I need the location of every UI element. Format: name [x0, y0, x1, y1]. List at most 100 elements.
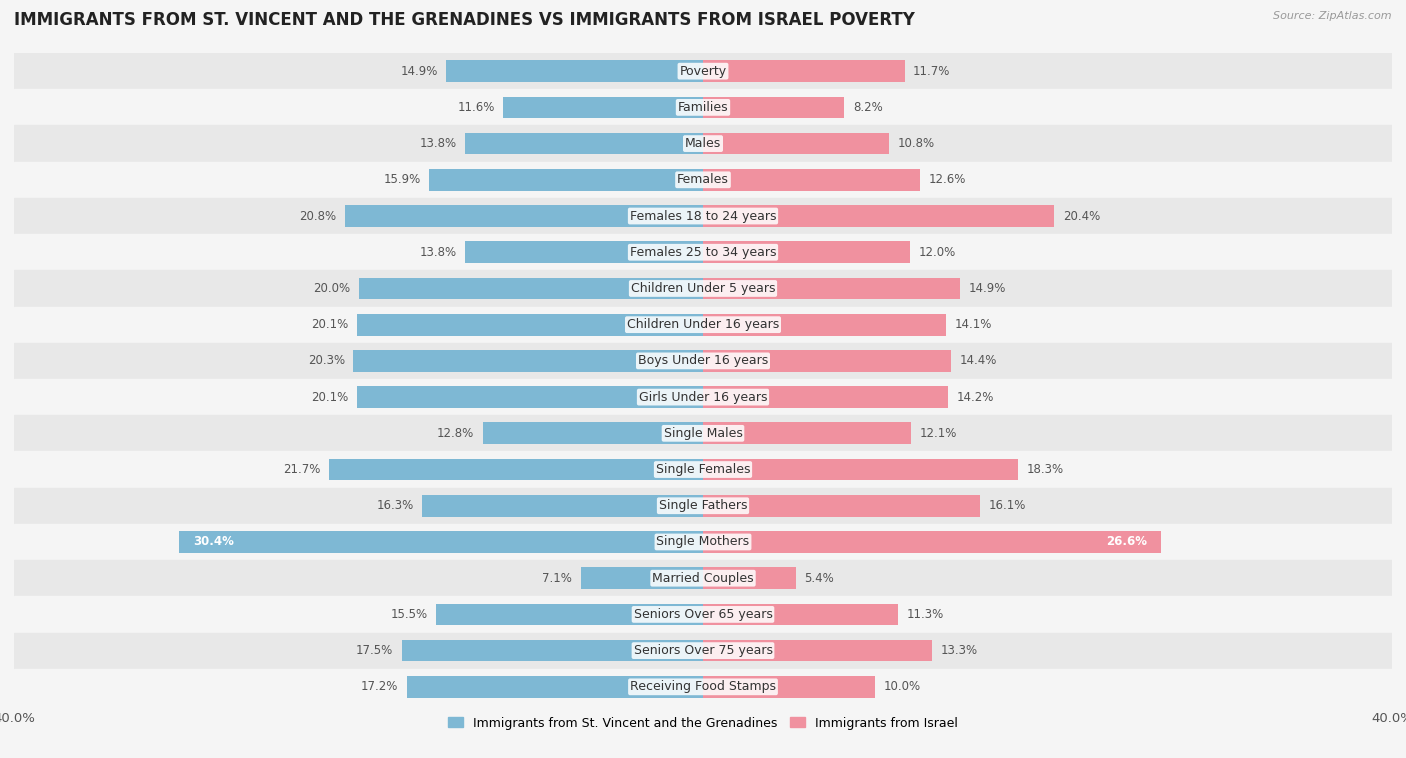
Bar — [703, 277, 960, 299]
Text: Males: Males — [685, 137, 721, 150]
Text: 16.1%: 16.1% — [988, 500, 1026, 512]
Bar — [14, 379, 1392, 415]
Bar — [703, 61, 904, 82]
Text: Single Males: Single Males — [664, 427, 742, 440]
Text: 13.8%: 13.8% — [419, 137, 457, 150]
Bar — [357, 314, 703, 336]
Bar — [429, 169, 703, 191]
Bar — [703, 567, 796, 589]
Bar — [180, 531, 703, 553]
Text: 12.8%: 12.8% — [437, 427, 474, 440]
Bar — [329, 459, 703, 481]
Bar — [703, 459, 1018, 481]
Bar — [406, 676, 703, 697]
Text: 16.3%: 16.3% — [377, 500, 413, 512]
Bar — [703, 169, 920, 191]
Text: 12.6%: 12.6% — [928, 174, 966, 186]
Text: Single Mothers: Single Mothers — [657, 535, 749, 549]
Text: 20.0%: 20.0% — [312, 282, 350, 295]
Bar — [703, 96, 844, 118]
Bar — [14, 53, 1392, 89]
Text: Receiving Food Stamps: Receiving Food Stamps — [630, 681, 776, 694]
Bar — [446, 61, 703, 82]
Text: 10.8%: 10.8% — [897, 137, 935, 150]
Bar — [14, 560, 1392, 597]
Bar — [14, 415, 1392, 452]
Text: 14.9%: 14.9% — [969, 282, 1005, 295]
Text: 12.0%: 12.0% — [918, 246, 956, 258]
Text: Single Fathers: Single Fathers — [659, 500, 747, 512]
Text: Seniors Over 65 years: Seniors Over 65 years — [634, 608, 772, 621]
Bar — [14, 271, 1392, 306]
Text: Females: Females — [678, 174, 728, 186]
Text: Girls Under 16 years: Girls Under 16 years — [638, 390, 768, 403]
Bar — [14, 234, 1392, 271]
Text: 14.2%: 14.2% — [956, 390, 994, 403]
Text: Poverty: Poverty — [679, 64, 727, 77]
Bar — [703, 531, 1161, 553]
Bar — [14, 306, 1392, 343]
Text: 30.4%: 30.4% — [193, 535, 233, 549]
Text: 11.3%: 11.3% — [907, 608, 943, 621]
Text: 13.3%: 13.3% — [941, 644, 977, 657]
Text: 17.5%: 17.5% — [356, 644, 392, 657]
Text: IMMIGRANTS FROM ST. VINCENT AND THE GRENADINES VS IMMIGRANTS FROM ISRAEL POVERTY: IMMIGRANTS FROM ST. VINCENT AND THE GREN… — [14, 11, 915, 30]
Bar — [703, 603, 897, 625]
Text: 17.2%: 17.2% — [361, 681, 398, 694]
Text: Seniors Over 75 years: Seniors Over 75 years — [634, 644, 772, 657]
Text: 20.8%: 20.8% — [299, 209, 336, 223]
Text: Families: Families — [678, 101, 728, 114]
Bar — [581, 567, 703, 589]
Text: Source: ZipAtlas.com: Source: ZipAtlas.com — [1274, 11, 1392, 21]
Text: 14.1%: 14.1% — [955, 318, 991, 331]
Bar — [359, 277, 703, 299]
Text: 14.4%: 14.4% — [960, 355, 997, 368]
Bar — [465, 241, 703, 263]
Text: 20.4%: 20.4% — [1063, 209, 1101, 223]
Text: Children Under 5 years: Children Under 5 years — [631, 282, 775, 295]
Bar — [703, 495, 980, 517]
Bar — [357, 387, 703, 408]
Text: 14.9%: 14.9% — [401, 64, 437, 77]
Legend: Immigrants from St. Vincent and the Grenadines, Immigrants from Israel: Immigrants from St. Vincent and the Gren… — [443, 712, 963, 735]
Text: 15.5%: 15.5% — [391, 608, 427, 621]
Text: 12.1%: 12.1% — [920, 427, 957, 440]
Text: 18.3%: 18.3% — [1026, 463, 1064, 476]
Bar — [14, 126, 1392, 161]
Text: 7.1%: 7.1% — [543, 572, 572, 584]
Bar — [344, 205, 703, 227]
Bar — [703, 241, 910, 263]
Text: 20.1%: 20.1% — [311, 318, 349, 331]
Bar — [14, 452, 1392, 487]
Bar — [14, 632, 1392, 669]
Bar — [14, 343, 1392, 379]
Text: 20.1%: 20.1% — [311, 390, 349, 403]
Bar — [14, 161, 1392, 198]
Bar — [703, 422, 911, 444]
Text: 10.0%: 10.0% — [884, 681, 921, 694]
Bar — [353, 350, 703, 371]
Bar — [422, 495, 703, 517]
Text: Boys Under 16 years: Boys Under 16 years — [638, 355, 768, 368]
Bar — [703, 205, 1054, 227]
Text: Females 25 to 34 years: Females 25 to 34 years — [630, 246, 776, 258]
Bar — [703, 314, 946, 336]
Text: Single Females: Single Females — [655, 463, 751, 476]
Bar — [503, 96, 703, 118]
Bar — [14, 487, 1392, 524]
Bar — [703, 350, 950, 371]
Bar — [703, 640, 932, 662]
Bar — [402, 640, 703, 662]
Text: Married Couples: Married Couples — [652, 572, 754, 584]
Text: 11.7%: 11.7% — [912, 64, 950, 77]
Bar — [482, 422, 703, 444]
Bar — [703, 133, 889, 155]
Bar — [465, 133, 703, 155]
Bar — [14, 198, 1392, 234]
Bar — [436, 603, 703, 625]
Text: 21.7%: 21.7% — [283, 463, 321, 476]
Text: 13.8%: 13.8% — [419, 246, 457, 258]
Bar — [14, 524, 1392, 560]
Text: 5.4%: 5.4% — [804, 572, 834, 584]
Text: 15.9%: 15.9% — [384, 174, 420, 186]
